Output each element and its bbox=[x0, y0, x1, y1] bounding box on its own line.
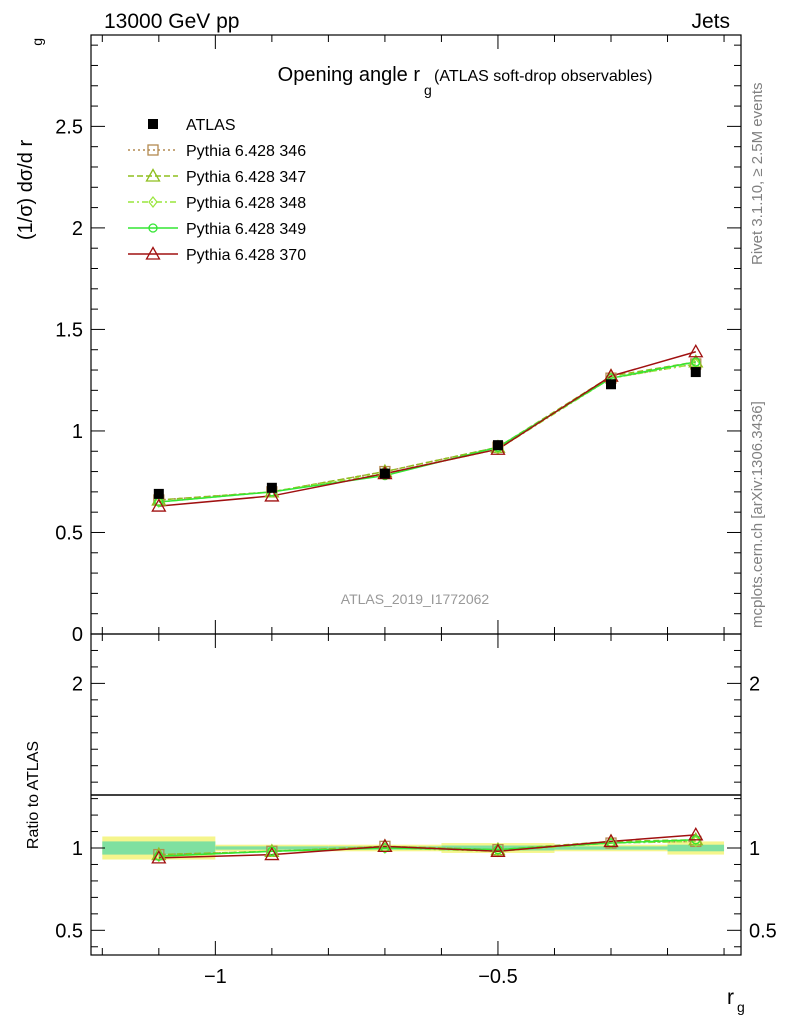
legend-label: Pythia 6.428 346 bbox=[186, 143, 306, 160]
ratio-series-marker bbox=[688, 827, 704, 841]
atlas-data-point bbox=[153, 488, 164, 499]
atlas-data-point bbox=[606, 379, 616, 390]
ratio-series-line bbox=[158, 834, 696, 859]
series-marker bbox=[688, 354, 704, 368]
ratio-series-marker bbox=[490, 841, 506, 856]
rivet-label: Rivet 3.1.10, ≥ 2.5M events bbox=[749, 83, 766, 266]
atlas-data-point bbox=[690, 367, 701, 378]
legend-marker bbox=[145, 246, 161, 260]
series-marker bbox=[691, 357, 701, 367]
ratio-ticks: 0.5 0.5 1 1 2 2 −1 −0.5 bbox=[55, 634, 777, 988]
ratio-series-marker bbox=[380, 842, 390, 854]
series-line bbox=[158, 351, 696, 507]
legend-label: Pythia 6.428 348 bbox=[186, 195, 306, 212]
ratio-series-marker bbox=[490, 843, 506, 857]
x-axis-label: r bbox=[727, 986, 734, 1009]
ratio-series bbox=[151, 827, 704, 864]
main-ylabel: (1/σ) dσ/d r bbox=[15, 140, 37, 241]
analysis-tag: ATLAS_2019_I1772062 bbox=[341, 591, 490, 607]
x-tick-label: −1 bbox=[204, 966, 227, 988]
main-y-tick-label: 2 bbox=[72, 218, 83, 240]
main-y-tick-label: 1.5 bbox=[55, 319, 83, 341]
header-left: 13000 GeV pp bbox=[104, 10, 239, 33]
main-panel: Opening angle r g (ATLAS soft-drop obser… bbox=[15, 34, 742, 646]
series-marker bbox=[688, 343, 704, 358]
ratio-series-marker bbox=[267, 845, 277, 858]
ratio-y-tick-label: 0.5 bbox=[55, 920, 83, 942]
legend-atlas-label: ATLAS bbox=[186, 117, 236, 134]
ratio-series-marker bbox=[606, 837, 616, 850]
ratio-series-marker bbox=[264, 846, 280, 861]
main-title-subscript: g bbox=[424, 82, 432, 98]
atlas-data-point bbox=[379, 468, 390, 479]
legend-label: Pythia 6.428 349 bbox=[186, 221, 306, 238]
header-right: Jets bbox=[691, 10, 730, 33]
ratio-y-tick-label: 2 bbox=[72, 673, 83, 695]
ratio-series-marker bbox=[603, 833, 619, 848]
main-y-tick-label: 2.5 bbox=[55, 116, 83, 138]
atlas-data-point bbox=[492, 440, 503, 451]
series-marker bbox=[151, 498, 167, 512]
main-ticks: 0 0.5 1 1.5 2 2.5 bbox=[55, 35, 741, 646]
uncertainty-band-inner bbox=[667, 844, 725, 852]
ratio-y-tick-label-right: 2 bbox=[749, 673, 760, 695]
ratio-series-marker bbox=[154, 850, 164, 863]
legend-marker bbox=[147, 144, 159, 156]
main-y-tick-label: 0.5 bbox=[55, 522, 83, 544]
main-title-extra: (ATLAS soft-drop observables) bbox=[434, 68, 652, 85]
ratio-series-marker bbox=[688, 831, 704, 846]
ratio-y-tick-label: 1 bbox=[72, 838, 83, 860]
main-ylabel-subscript: g bbox=[29, 38, 45, 46]
ratio-series-marker bbox=[151, 850, 167, 864]
main-y-tick-label: 0 bbox=[72, 624, 83, 646]
main-title: Opening angle r bbox=[278, 64, 421, 86]
legend-label: Pythia 6.428 347 bbox=[186, 169, 306, 186]
legend: ATLAS Pythia 6.428 346 Pythia 6.428 347 Pyt… bbox=[128, 117, 306, 264]
legend-marker bbox=[148, 196, 158, 208]
ratio-y-tick-label-right: 1 bbox=[749, 838, 760, 860]
legend-marker bbox=[145, 168, 161, 182]
uncertainty-band-inner bbox=[441, 845, 555, 851]
mcplots-label: mcplots.cern.ch [arXiv:1306.3436] bbox=[749, 401, 766, 628]
main-y-axis-label: (1/σ) dσ/d r g bbox=[15, 38, 45, 240]
main-y-tick-label: 1 bbox=[72, 421, 83, 443]
x-axis-label-subscript: g bbox=[737, 999, 745, 1015]
ratio-ylabel: Ratio to ATLAS bbox=[25, 741, 42, 849]
legend-marker bbox=[148, 223, 158, 233]
legend-atlas-marker bbox=[148, 119, 158, 129]
legend-label: Pythia 6.428 370 bbox=[186, 247, 306, 264]
atlas-data-point bbox=[266, 482, 277, 493]
series-marker bbox=[264, 488, 280, 502]
series-marker bbox=[154, 496, 164, 508]
ratio-y-tick-label-right: 0.5 bbox=[749, 920, 777, 942]
ratio-panel: 0.5 0.5 1 1 2 2 −1 −0.5 Ratio to ATLAS r g bbox=[25, 633, 777, 1015]
x-tick-label: −0.5 bbox=[478, 966, 517, 988]
ratio-series-marker bbox=[377, 838, 393, 853]
main-series bbox=[151, 343, 704, 512]
